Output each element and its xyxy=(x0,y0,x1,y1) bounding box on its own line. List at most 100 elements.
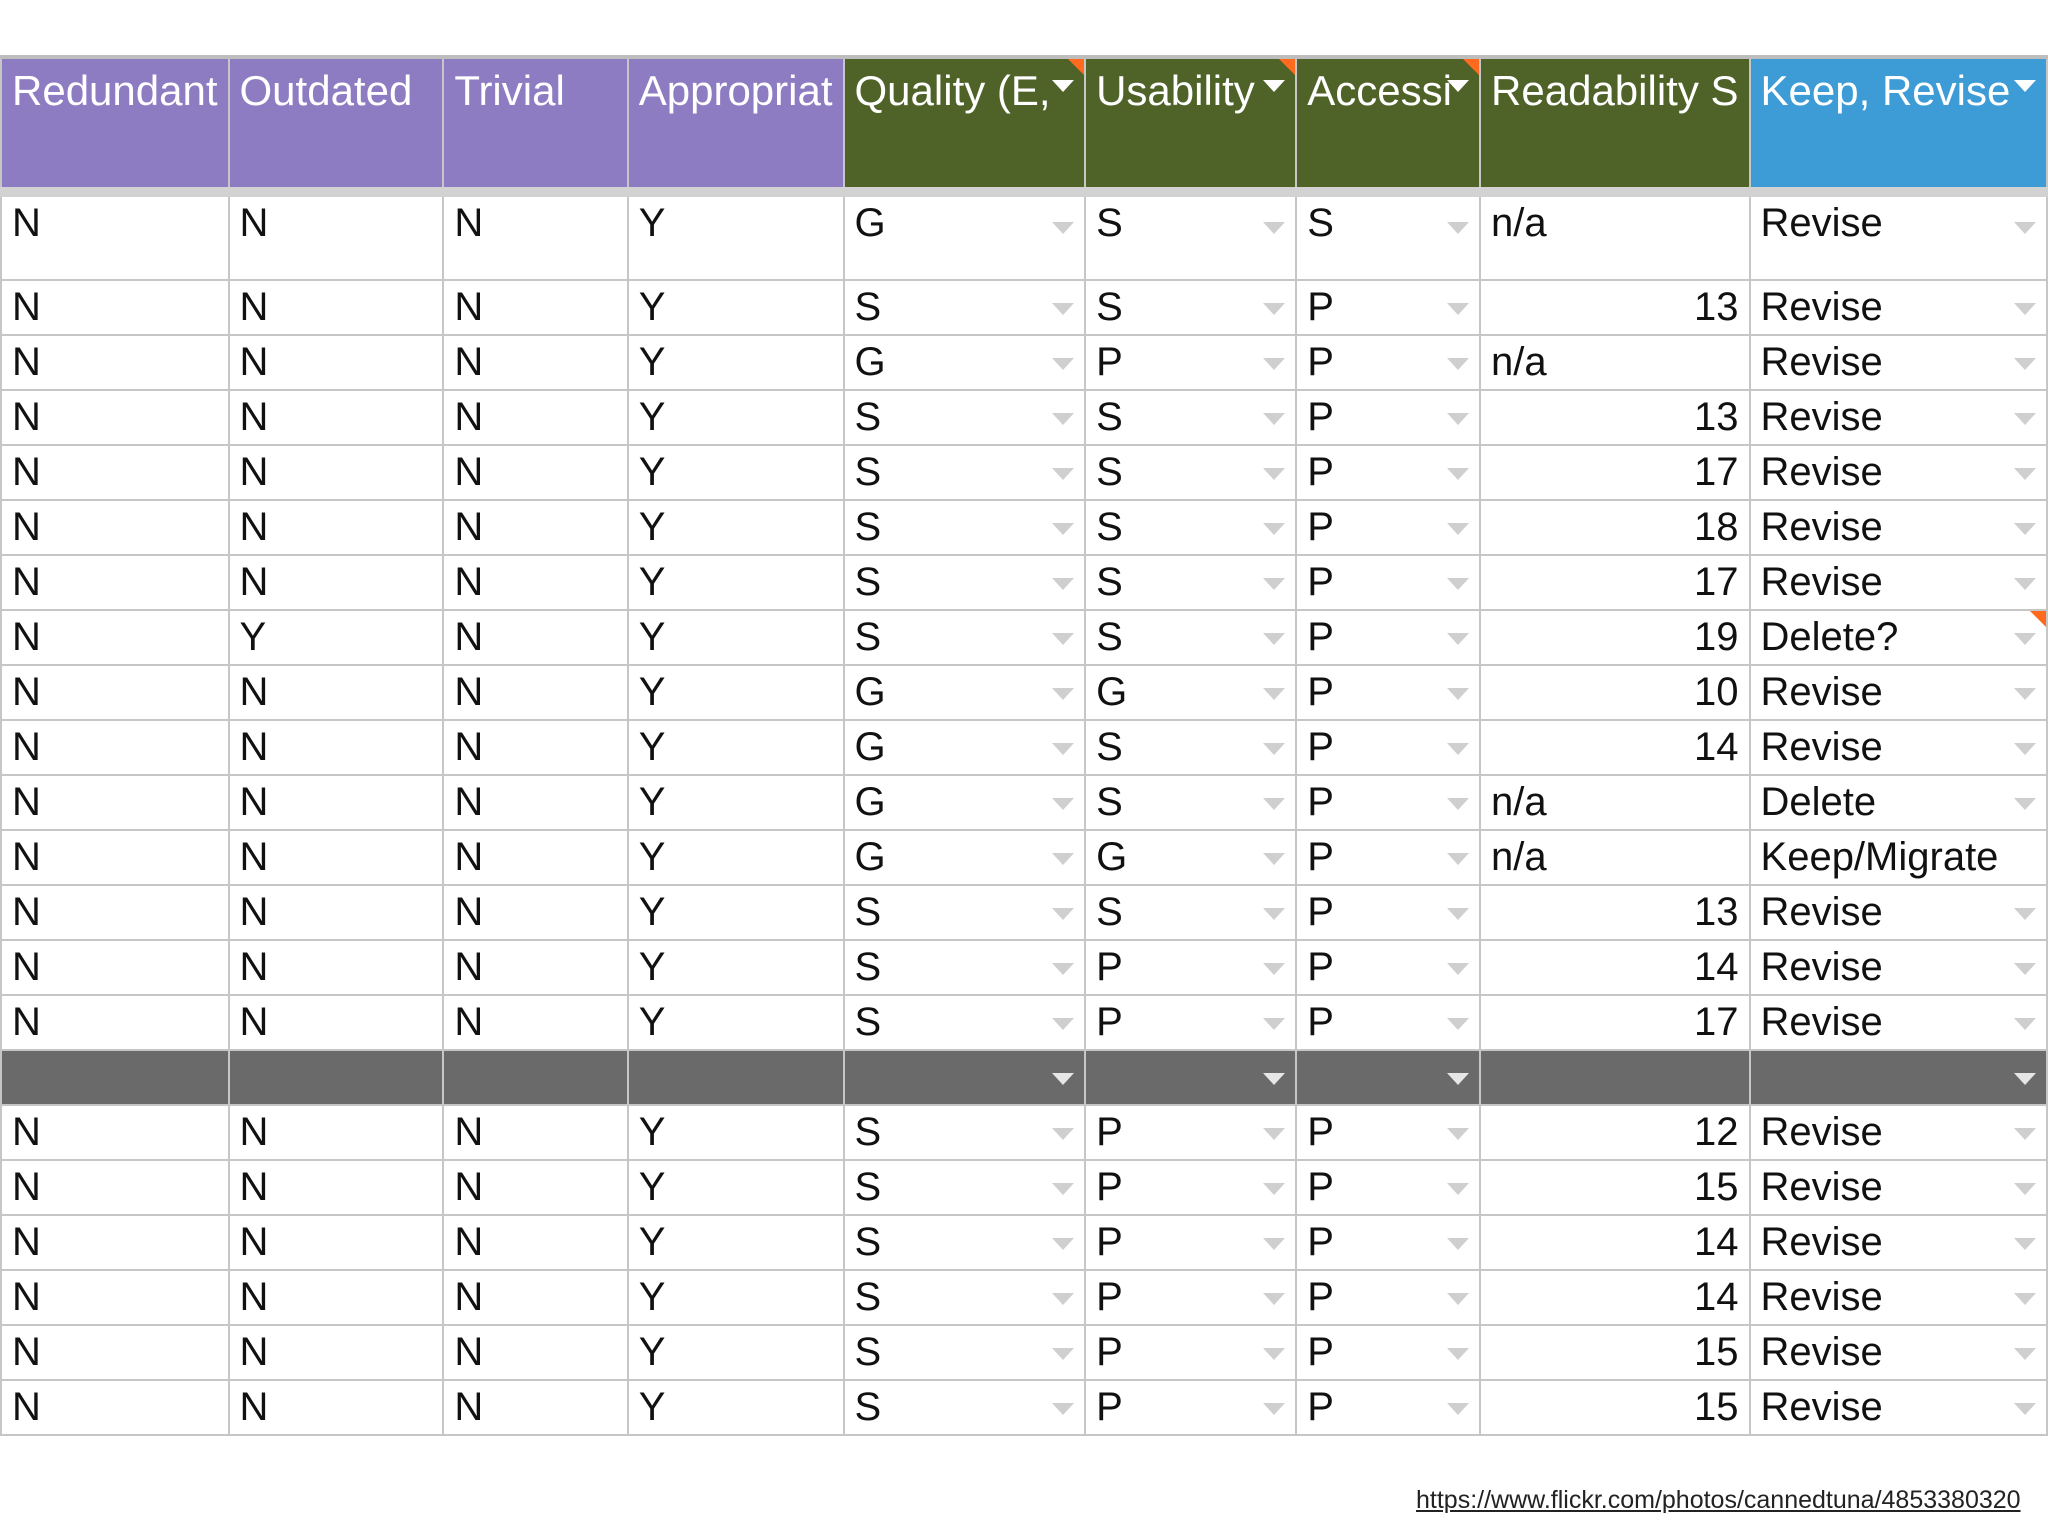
dropdown-arrow-icon[interactable] xyxy=(1263,907,1286,920)
dropdown-arrow-icon[interactable] xyxy=(1263,632,1286,645)
cell-outdated[interactable]: N xyxy=(227,279,445,336)
cell-trivial[interactable]: N xyxy=(442,719,629,776)
cell-outdated[interactable]: N xyxy=(227,1214,445,1271)
dropdown-arrow-icon[interactable] xyxy=(1447,687,1470,700)
cell-readability[interactable]: 14 xyxy=(1479,1214,1751,1271)
cell-redundant[interactable]: N xyxy=(0,499,230,556)
dropdown-arrow-icon[interactable] xyxy=(1447,1072,1470,1085)
dropdown-arrow-icon[interactable] xyxy=(2014,1237,2036,1250)
cell-usability[interactable]: G xyxy=(1084,829,1298,886)
cell-appropriate[interactable]: Y xyxy=(626,279,845,336)
dropdown-arrow-icon[interactable] xyxy=(1263,302,1286,315)
cell-readability[interactable]: 13 xyxy=(1479,389,1751,446)
dropdown-arrow-icon[interactable] xyxy=(2014,1402,2036,1415)
cell-appropriate[interactable]: Y xyxy=(626,774,845,831)
cell-usability[interactable]: P xyxy=(1084,994,1298,1051)
cell-readability[interactable]: 15 xyxy=(1479,1159,1751,1216)
dropdown-arrow-icon[interactable] xyxy=(1447,1182,1470,1195)
cell-keep-revise[interactable]: Revise xyxy=(1748,719,2048,776)
cell-keep-revise[interactable]: Revise xyxy=(1748,1324,2048,1381)
cell-appropriate[interactable]: Y xyxy=(626,719,845,776)
cell-appropriate[interactable]: Y xyxy=(626,554,845,611)
cell-accessibility[interactable]: P xyxy=(1295,554,1482,611)
cell-readability[interactable]: n/a xyxy=(1479,829,1751,886)
dropdown-arrow-icon[interactable] xyxy=(1263,1182,1286,1195)
cell-keep-revise[interactable]: Revise xyxy=(1748,939,2048,996)
cell-outdated[interactable]: N xyxy=(227,499,445,556)
dropdown-arrow-icon[interactable] xyxy=(1052,222,1075,234)
cell-usability[interactable]: P xyxy=(1084,1269,1298,1326)
cell-appropriate[interactable]: Y xyxy=(626,1159,845,1216)
dropdown-arrow-icon[interactable] xyxy=(1447,1127,1470,1140)
cell-quality[interactable]: S xyxy=(842,389,1087,446)
cell-appropriate[interactable]: Y xyxy=(626,1104,845,1161)
cell-trivial[interactable]: N xyxy=(442,664,629,721)
cell-outdated[interactable]: N xyxy=(227,444,445,501)
dropdown-arrow-icon[interactable] xyxy=(1263,797,1286,810)
cell-keep-revise[interactable]: Revise xyxy=(1748,334,2048,391)
cell-trivial[interactable]: N xyxy=(442,1269,629,1326)
dropdown-arrow-icon[interactable] xyxy=(1052,522,1075,535)
cell-readability[interactable]: 13 xyxy=(1479,279,1751,336)
dropdown-arrow-icon[interactable] xyxy=(1052,1292,1075,1305)
cell-accessibility[interactable]: P xyxy=(1295,774,1482,831)
cell-readability[interactable]: 18 xyxy=(1479,499,1751,556)
dropdown-arrow-icon[interactable] xyxy=(1263,687,1286,700)
cell-trivial[interactable]: N xyxy=(442,334,629,391)
cell-trivial[interactable]: N xyxy=(442,1159,629,1216)
dropdown-arrow-icon[interactable] xyxy=(2014,222,2036,234)
dropdown-arrow-icon[interactable] xyxy=(1263,742,1286,755)
cell-usability[interactable]: P xyxy=(1084,1324,1298,1381)
cell-trivial[interactable]: N xyxy=(442,444,629,501)
cell-appropriate[interactable]: Y xyxy=(626,499,845,556)
dropdown-arrow-icon[interactable] xyxy=(1447,1237,1470,1250)
dropdown-arrow-icon[interactable] xyxy=(2014,302,2036,315)
dropdown-arrow-icon[interactable] xyxy=(1052,577,1075,590)
dropdown-arrow-icon[interactable] xyxy=(1052,1182,1075,1195)
dropdown-arrow-icon[interactable] xyxy=(1447,1017,1470,1030)
cell-readability[interactable]: 19 xyxy=(1479,609,1751,666)
cell-keep-revise[interactable]: Revise xyxy=(1748,664,2048,721)
separator-cell[interactable] xyxy=(842,1049,1087,1106)
cell-outdated[interactable]: N xyxy=(227,939,445,996)
cell-quality[interactable]: S xyxy=(842,609,1087,666)
cell-accessibility[interactable]: S xyxy=(1295,191,1482,281)
cell-redundant[interactable]: N xyxy=(0,1104,230,1161)
cell-trivial[interactable]: N xyxy=(442,829,629,886)
cell-outdated[interactable]: N xyxy=(227,1324,445,1381)
photo-credit-link[interactable]: https://www.flickr.com/photos/cannedtuna… xyxy=(1416,1486,2021,1514)
cell-outdated[interactable]: N xyxy=(227,664,445,721)
dropdown-arrow-icon[interactable] xyxy=(1447,797,1470,810)
cell-accessibility[interactable]: P xyxy=(1295,664,1482,721)
cell-quality[interactable]: G xyxy=(842,664,1087,721)
cell-redundant[interactable]: N xyxy=(0,1269,230,1326)
cell-readability[interactable]: 14 xyxy=(1479,939,1751,996)
cell-trivial[interactable]: N xyxy=(442,609,629,666)
cell-quality[interactable]: G xyxy=(842,191,1087,281)
cell-keep-revise[interactable]: Revise xyxy=(1748,191,2048,281)
dropdown-arrow-icon[interactable] xyxy=(1447,742,1470,755)
cell-quality[interactable]: S xyxy=(842,884,1087,941)
cell-redundant[interactable]: N xyxy=(0,334,230,391)
cell-outdated[interactable]: N xyxy=(227,829,445,886)
dropdown-arrow-icon[interactable] xyxy=(2014,1072,2036,1085)
dropdown-arrow-icon[interactable] xyxy=(1447,467,1470,480)
cell-readability[interactable]: 15 xyxy=(1479,1324,1751,1381)
filter-dropdown-icon[interactable] xyxy=(1447,80,1470,92)
dropdown-arrow-icon[interactable] xyxy=(1052,1347,1075,1360)
cell-appropriate[interactable]: Y xyxy=(626,1269,845,1326)
dropdown-arrow-icon[interactable] xyxy=(1263,467,1286,480)
dropdown-arrow-icon[interactable] xyxy=(1447,412,1470,425)
cell-outdated[interactable]: N xyxy=(227,774,445,831)
dropdown-arrow-icon[interactable] xyxy=(1447,302,1470,315)
cell-usability[interactable]: S xyxy=(1084,191,1298,281)
cell-outdated[interactable]: N xyxy=(227,334,445,391)
cell-appropriate[interactable]: Y xyxy=(626,1214,845,1271)
dropdown-arrow-icon[interactable] xyxy=(1052,742,1075,755)
cell-accessibility[interactable]: P xyxy=(1295,389,1482,446)
cell-trivial[interactable]: N xyxy=(442,774,629,831)
dropdown-arrow-icon[interactable] xyxy=(1447,1347,1470,1360)
cell-keep-revise[interactable]: Delete xyxy=(1748,774,2048,831)
cell-quality[interactable]: S xyxy=(842,444,1087,501)
cell-keep-revise[interactable]: Revise xyxy=(1748,1214,2048,1271)
